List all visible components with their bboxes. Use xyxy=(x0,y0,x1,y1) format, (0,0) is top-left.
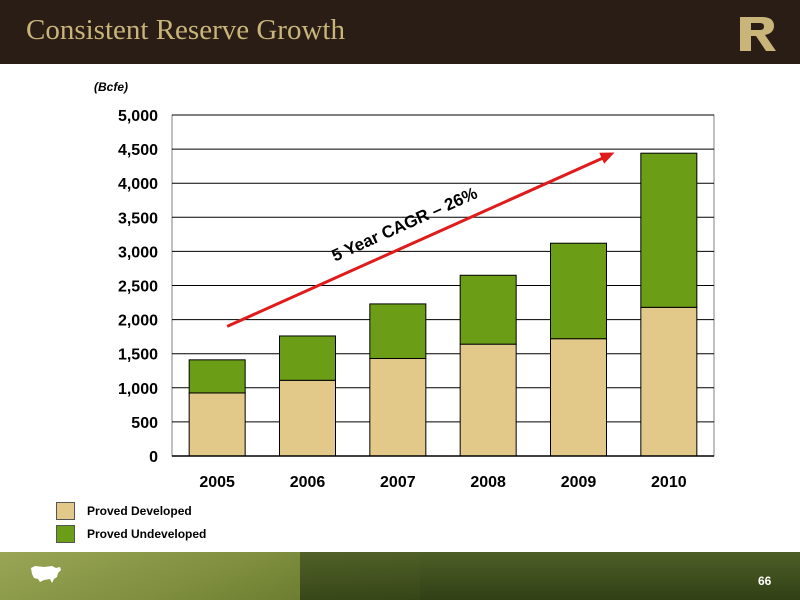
bar-proved-developed xyxy=(188,392,246,457)
y-tick-label: 0 xyxy=(149,449,158,466)
r-logo-icon xyxy=(740,17,776,51)
legend-swatch-proved-developed xyxy=(56,502,75,520)
cagr-arrowhead xyxy=(599,152,615,164)
y-tick-label: 1,500 xyxy=(118,347,158,364)
legend-label-proved-developed: Proved Developed xyxy=(87,504,192,518)
x-tick-label: 2008 xyxy=(470,474,506,491)
cagr-arrow-line xyxy=(226,154,610,328)
footer-trees xyxy=(300,552,800,600)
y-tick-label: 500 xyxy=(131,415,158,432)
bar-proved-undeveloped xyxy=(459,274,517,345)
y-tick-label: 4,000 xyxy=(118,176,158,193)
legend-swatch-proved-undeveloped xyxy=(56,525,75,543)
footer-landscape-image xyxy=(0,552,800,600)
x-tick-label: 2005 xyxy=(199,474,235,491)
y-tick-label: 2,000 xyxy=(118,313,158,330)
bar-proved-developed xyxy=(279,379,336,457)
bar-proved-developed xyxy=(459,343,517,457)
y-tick-label: 1,000 xyxy=(118,381,158,398)
bar-proved-undeveloped xyxy=(188,359,246,394)
x-tick-label: 2007 xyxy=(380,474,416,491)
bar-proved-developed xyxy=(369,357,427,457)
y-tick-label: 4,500 xyxy=(118,142,158,159)
bar-proved-developed xyxy=(640,306,698,457)
x-tick-label: 2010 xyxy=(651,474,687,491)
y-tick-label: 3,500 xyxy=(118,210,158,227)
y-axis-unit-label: (Bcfe) xyxy=(94,80,129,94)
y-tick-label: 2,500 xyxy=(118,279,158,296)
x-tick-label: 2009 xyxy=(561,474,597,491)
page-number: 66 xyxy=(758,574,772,588)
slide-title: Consistent Reserve Growth xyxy=(26,14,345,46)
legend-label-proved-undeveloped: Proved Undeveloped xyxy=(87,527,207,541)
bar-proved-undeveloped xyxy=(550,242,607,340)
slide-header: Consistent Reserve Growth xyxy=(0,0,800,64)
bar-proved-undeveloped xyxy=(369,303,427,359)
y-tick-label: 5,000 xyxy=(118,108,158,125)
x-tick-label: 2006 xyxy=(290,474,326,491)
y-tick-label: 3,000 xyxy=(118,244,158,261)
bar-proved-undeveloped xyxy=(279,335,336,381)
bar-proved-developed xyxy=(550,338,607,457)
bar-proved-undeveloped xyxy=(640,152,698,308)
usa-map-icon xyxy=(31,566,61,583)
